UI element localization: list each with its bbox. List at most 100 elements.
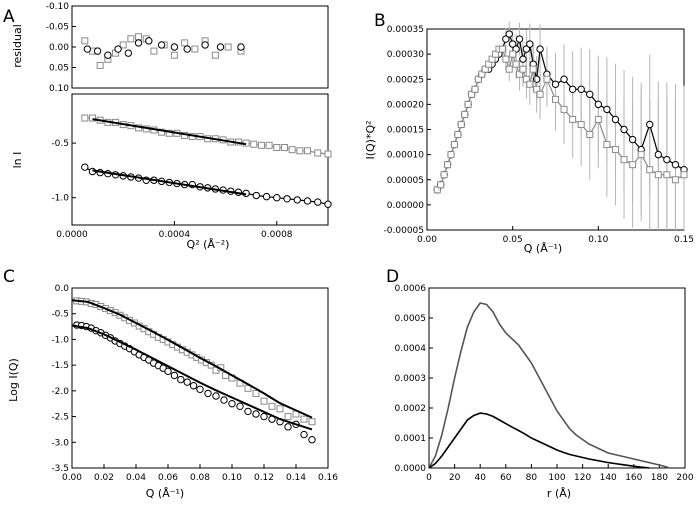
y-tick-label: -1.5 [51,361,69,371]
y-tick-label: 0.0002 [395,404,427,414]
x-tick-label: 100 [548,473,565,483]
y-tick-label: 0.00005 [387,176,424,186]
data-point [257,141,265,149]
data-point [671,176,679,184]
data-point [586,131,594,139]
data-point [308,418,316,426]
data-point [268,402,276,410]
panel-b-xlabel: Q (Å⁻¹) [524,242,562,255]
data-point [509,50,517,58]
panel-label-d: D [386,267,399,287]
data-point [447,151,455,159]
x-tick-label: 40 [474,473,486,483]
y-tick-label: -1.0 [51,194,69,204]
y-tick-label: -0.5 [51,310,69,320]
data-point [628,135,637,144]
data-point [536,90,544,98]
data-point [522,45,531,53]
data-point [461,110,469,118]
x-tick-label: 20 [449,473,461,483]
data-point [284,413,292,421]
data-point [224,43,232,51]
data-point [260,412,268,421]
data-point [324,150,332,158]
data-point [505,65,513,73]
data-point [228,400,236,408]
panel-label-c: C [3,267,15,287]
data-point [104,51,112,59]
data-point [519,65,527,73]
series-line [92,118,247,146]
x-tick-label: 0.0008 [261,230,293,240]
panel-b-ylabel: I(Q)*Q² [364,120,377,159]
data-point [134,39,143,47]
series-circles-data- [73,321,316,444]
data-point [165,129,173,137]
data-point [519,55,527,63]
data-point [280,143,288,151]
series-line [71,299,313,419]
data-point [444,161,452,169]
data-point [81,163,89,171]
data-point [150,47,158,55]
y-tick-label: 0.00015 [387,126,424,136]
series-upper-curve [428,302,670,469]
data-point [308,436,316,444]
data-point [216,43,225,51]
x-tick-label: 0.16 [318,473,338,483]
panel-label-a: A [3,7,15,27]
x-tick-label: 200 [676,473,693,483]
data-point [81,37,89,45]
data-point [127,35,135,43]
data-point [560,105,568,113]
series-circles-fit- [92,169,247,196]
x-tick-label: 0.12 [254,473,274,483]
data-point [96,61,104,69]
data-point [637,151,645,159]
y-tick-label: -0.00005 [384,226,424,236]
data-point [314,198,322,206]
series-squares-data- [73,297,316,426]
data-point [300,430,308,439]
data-point [273,194,281,202]
data-point [646,120,654,129]
series-line [92,169,247,196]
y-tick-label: 0.0000 [395,464,427,474]
data-point [191,45,199,53]
series-circles-fit- [71,324,313,431]
guinier-ylabel: ln I [11,152,24,169]
data-point [450,141,458,149]
data-point [498,45,506,53]
y-tick-label: 0.0 [55,284,70,294]
guinier-xlabel: Q² (Å⁻²) [187,238,230,251]
data-point [551,80,560,88]
data-point [314,149,322,157]
y-tick-label: -3.5 [51,464,69,474]
y-tick-label: -0.05 [46,23,69,33]
y-tick-label: 0.00035 [387,25,424,35]
y-tick-label: -2.0 [51,387,69,397]
panel-c-ylabel: Log I(Q) [7,358,20,402]
chart-c: 0.00 0.02 0.04 0.06 0.08 0.10 0.12 0.14 0.16 0.0 -… [51,284,338,483]
y-tick-label: 0.00010 [387,151,424,161]
data-point [663,171,671,179]
data-point [508,40,517,48]
y-tick-label: -2.5 [51,413,69,423]
data-point [124,49,133,57]
data-point [303,197,312,205]
data-point [663,155,671,164]
panel-c-xlabel: Q (Å⁻¹) [146,487,184,500]
x-tick-label: 0 [426,473,432,483]
data-point [273,143,281,151]
x-tick-label: 0.00 [417,235,437,245]
y-tick-label: -0.5 [51,139,69,149]
data-point [93,47,102,55]
y-tick-label: -0.10 [46,2,70,12]
data-point [177,375,185,384]
data-point [181,39,189,47]
x-tick-label: 0.04 [126,473,146,483]
data-point [577,120,585,128]
y-tick-label: 0.0005 [395,314,427,324]
x-tick-label: 160 [625,473,642,483]
data-point [502,55,510,63]
